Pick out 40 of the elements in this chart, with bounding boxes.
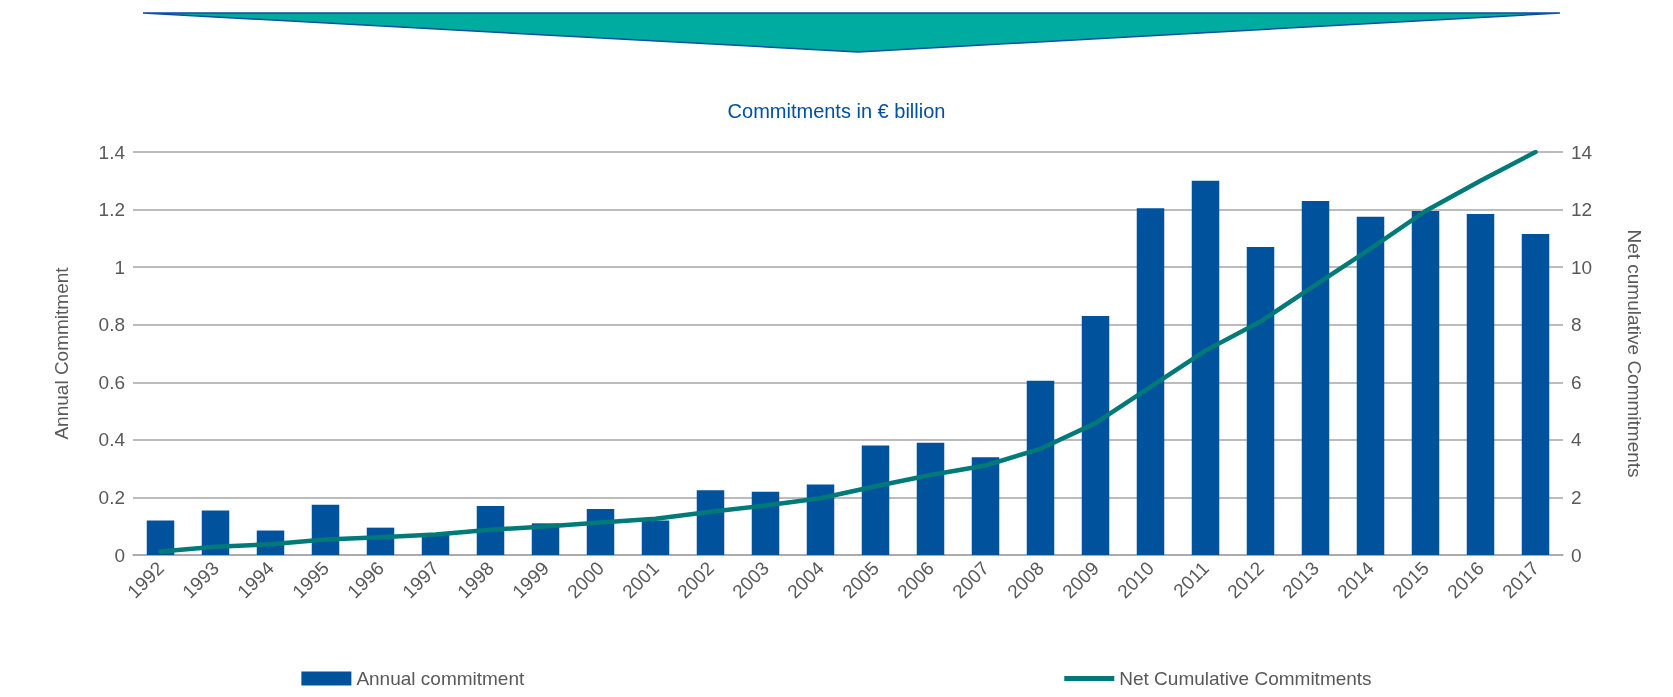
y-tick-label: 0.2 [98,486,125,508]
bar [1026,380,1055,555]
bar [1521,234,1550,555]
bar [806,484,835,555]
bar [641,520,670,555]
y2-axis-title: Net cumulative Commitments [1624,229,1645,478]
legend-label: Net Cumulative Commitments [1119,668,1372,689]
bar [1356,216,1385,555]
y2-tick-label: 10 [1571,256,1593,278]
bar [146,520,175,555]
bar [696,490,725,555]
y-tick-label: 0 [114,544,125,566]
y-tick-label: 1.2 [98,199,125,221]
bar [1136,208,1165,555]
y2-tick-label: 4 [1571,429,1582,451]
y2-tick-label: 2 [1571,486,1582,508]
y2-tick-label: 12 [1571,199,1593,221]
y-tick-label: 1.4 [98,141,126,163]
bar [1411,211,1440,555]
legend-label: Annual commitment [356,668,525,689]
y2-tick-label: 14 [1571,141,1593,163]
bar [1246,246,1275,555]
y-tick-label: 0.4 [98,429,126,451]
y-tick-label: 0.6 [98,371,125,393]
y-tick-label: 0.8 [98,314,125,336]
y2-tick-label: 8 [1571,314,1582,336]
bar [861,445,890,555]
y-tick-label: 1 [114,256,125,278]
bar [971,457,1000,555]
y2-tick-label: 6 [1571,371,1582,393]
bar [916,442,945,555]
bar [1301,200,1330,555]
bar [1081,316,1110,555]
y-axis-title: Annual Commitment [51,266,72,440]
bar [751,491,780,555]
y2-tick-label: 0 [1571,544,1582,566]
bar [1191,180,1220,555]
bar [1466,213,1495,555]
line-series [158,149,1538,554]
chart-title: Commitments in € billion [727,100,946,122]
